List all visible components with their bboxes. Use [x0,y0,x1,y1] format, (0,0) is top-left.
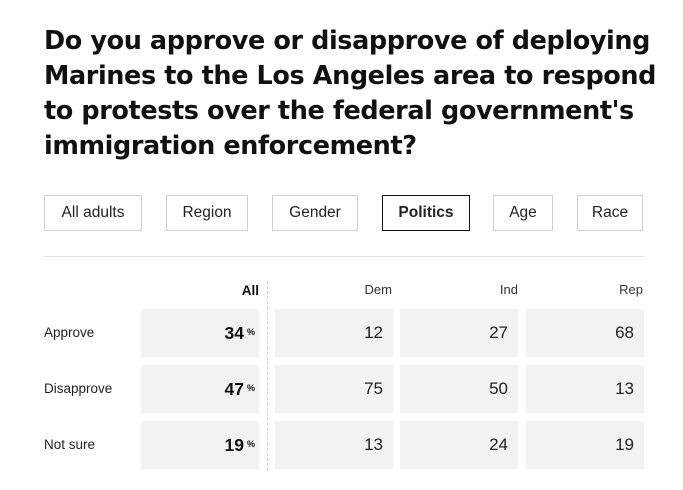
cell-approve-all: 34% [141,309,259,357]
percent-sign: % [246,383,255,393]
filter-politics[interactable]: Politics [382,195,470,231]
cell-disapprove-rep: 13 [526,365,644,413]
cell-disapprove-dem: 75 [275,365,393,413]
row-label-disapprove: Disapprove [44,381,113,396]
column-header-ind: Ind [499,282,518,297]
filter-tabs: All adults Region Gender Politics Age Ra… [0,195,683,231]
column-separator [267,281,268,471]
cell-disapprove-ind: 50 [400,365,518,413]
filter-age[interactable]: Age [493,195,553,231]
cell-approve-ind: 27 [400,309,518,357]
row-label-not-sure: Not sure [44,437,96,452]
row-label-approve: Approve [44,325,95,340]
cell-disapprove-all: 47% [141,365,259,413]
value: 34 [224,322,244,343]
cell-not-sure-dem: 13 [275,421,393,469]
percent-sign: % [246,439,255,449]
cell-not-sure-all: 19% [141,421,259,469]
column-header-all: All [241,283,259,298]
cell-not-sure-rep: 19 [526,421,644,469]
value: 19 [224,434,244,455]
cell-not-sure-ind: 24 [400,421,518,469]
column-header-rep: Rep [619,282,643,297]
question-title: Do you approve or disapprove of deployin… [44,26,657,161]
filter-gender[interactable]: Gender [272,195,358,231]
value: 47 [224,378,244,399]
percent-sign: % [246,327,255,337]
filter-region[interactable]: Region [166,195,248,231]
column-header-dem: Dem [364,282,392,297]
cell-approve-dem: 12 [275,309,393,357]
filter-race[interactable]: Race [577,195,643,231]
filter-all-adults[interactable]: All adults [44,195,142,231]
cell-approve-rep: 68 [526,309,644,357]
divider [44,256,644,257]
